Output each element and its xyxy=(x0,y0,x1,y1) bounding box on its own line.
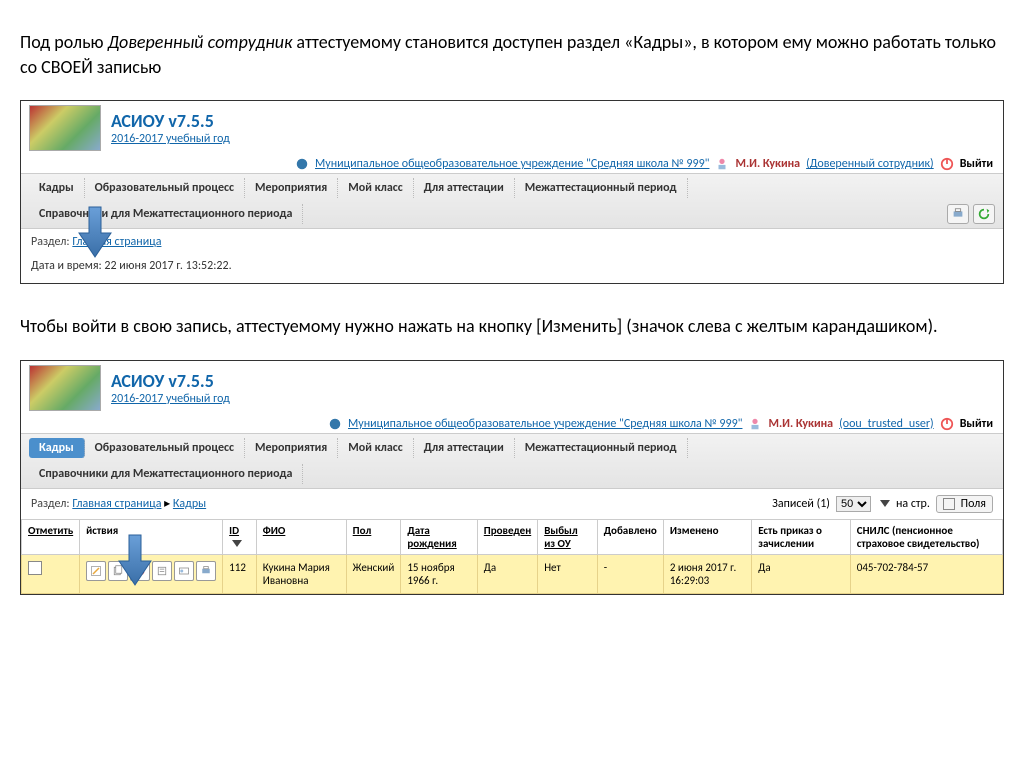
logout-icon-2 xyxy=(940,417,954,431)
menu-sprav-2[interactable]: Справочники для Межаттестационного перио… xyxy=(29,464,303,484)
view-icon[interactable] xyxy=(152,561,172,581)
logout-icon xyxy=(940,157,954,171)
app-year[interactable]: 2016-2017 учебный год xyxy=(111,132,230,146)
breadcrumb-kadry[interactable]: Кадры xyxy=(173,497,206,511)
cell-vyb: Нет xyxy=(538,554,598,593)
menu-kadry[interactable]: Кадры xyxy=(29,178,85,198)
cell-fio: Кукина Мария Ивановна xyxy=(256,554,346,593)
org-link[interactable]: Муниципальное общеобразовательное учрежд… xyxy=(315,157,709,171)
cell-check xyxy=(22,554,80,593)
intro-text-2: Чтобы войти в свою запись, аттестуемому … xyxy=(20,314,1004,339)
refresh-icon[interactable] xyxy=(973,204,995,224)
col-snils[interactable]: СНИЛС (пенсионное страховое свидетельств… xyxy=(850,519,1002,554)
app-year-2[interactable]: 2016-2017 учебный год xyxy=(111,392,230,406)
col-dobav[interactable]: Добавлено xyxy=(597,519,663,554)
menu-moyklass-2[interactable]: Мой класс xyxy=(338,438,413,458)
cell-snils: 045-702-784-57 xyxy=(850,554,1002,593)
dropdown-icon xyxy=(880,500,890,507)
col-fio[interactable]: ФИО xyxy=(256,519,346,554)
col-izm[interactable]: Изменено xyxy=(663,519,751,554)
menu-mezh-2[interactable]: Межаттестационный период xyxy=(515,438,688,458)
edit-icon[interactable] xyxy=(86,561,106,581)
breadcrumb-sep: ▸ xyxy=(164,497,173,511)
records-per-select[interactable]: 50 xyxy=(836,496,871,512)
grid-icon xyxy=(943,498,955,510)
cell-pol: Женский xyxy=(346,554,401,593)
user-name-2[interactable]: М.И. Кукина xyxy=(768,417,833,431)
menu-obr-2[interactable]: Образовательный процесс xyxy=(85,438,245,458)
menu-sprav[interactable]: Справочники для Межаттестационного перио… xyxy=(29,204,303,224)
menu-kadry-2[interactable]: Кадры xyxy=(29,438,85,458)
menu-moyklass[interactable]: Мой класс xyxy=(338,178,413,198)
col-dob[interactable]: Дата рождения xyxy=(401,519,477,554)
app-title: АСИОУ v7.5.5 xyxy=(111,110,230,132)
col-otmetit[interactable]: Отметить xyxy=(22,519,80,554)
cell-dobav: - xyxy=(597,554,663,593)
row-checkbox[interactable] xyxy=(28,561,42,575)
polya-button[interactable]: Поля xyxy=(936,495,993,513)
arrow-indicator-1 xyxy=(75,205,115,259)
breadcrumb-main-2[interactable]: Главная страница xyxy=(72,497,161,511)
menu-att[interactable]: Для аттестации xyxy=(414,178,515,198)
menu-mer[interactable]: Мероприятия xyxy=(245,178,338,198)
col-prikaz[interactable]: Есть приказ о зачислении xyxy=(752,519,851,554)
intro-text-1: Под ролью Доверенный сотрудник аттестуем… xyxy=(20,30,1004,80)
logout-link[interactable]: Выйти xyxy=(960,157,993,171)
logo-image-2 xyxy=(29,365,101,411)
org-icon xyxy=(295,157,309,171)
records-count: Записей (1) xyxy=(772,497,830,511)
cell-dob: 15 ноября 1966 г. xyxy=(401,554,477,593)
col-pol[interactable]: Пол xyxy=(346,519,401,554)
cell-id: 112 xyxy=(223,554,257,593)
data-table: Отметить йствия ID ФИО Пол Дата рождения… xyxy=(21,519,1003,594)
menubar-2: Кадры Образовательный процесс Мероприяти… xyxy=(21,433,1003,489)
table-row: 112 Кукина Мария Ивановна Женский 15 ноя… xyxy=(22,554,1003,593)
menu-att-2[interactable]: Для аттестации xyxy=(414,438,515,458)
section-label-2: Раздел: xyxy=(31,497,70,511)
cell-prov: Да xyxy=(477,554,537,593)
cell-prikaz: Да xyxy=(752,554,851,593)
user-icon xyxy=(715,157,729,171)
user-role-2[interactable]: (oou_trusted_user) xyxy=(839,417,934,431)
col-prov[interactable]: Проведен xyxy=(477,519,537,554)
col-vyb[interactable]: Выбыл из ОУ xyxy=(538,519,598,554)
user-row: Муниципальное общеобразовательное учрежд… xyxy=(21,155,1003,173)
app-title-2: АСИОУ v7.5.5 xyxy=(111,370,230,392)
user-row-2: Муниципальное общеобразовательное учрежд… xyxy=(21,415,1003,433)
section-row: Раздел: Главная страница xyxy=(21,229,1003,255)
user-role[interactable]: (Доверенный сотрудник) xyxy=(806,157,934,171)
app-header-2: АСИОУ v7.5.5 2016-2017 учебный год xyxy=(21,361,1003,415)
toolbar-icons xyxy=(947,204,995,224)
logout-link-2[interactable]: Выйти xyxy=(960,417,993,431)
app-window-1: АСИОУ v7.5.5 2016-2017 учебный год Муниц… xyxy=(20,100,1004,284)
polya-label: Поля xyxy=(961,497,986,511)
app-window-2: АСИОУ v7.5.5 2016-2017 учебный год Муниц… xyxy=(20,360,1004,595)
menu-mezh[interactable]: Межаттестационный период xyxy=(515,178,688,198)
records-controls: Записей (1) 50 на стр. Поля xyxy=(772,495,993,513)
datetime-row: Дата и время: 22 июня 2017 г. 13:52:22. xyxy=(21,255,1003,283)
col-id[interactable]: ID xyxy=(223,519,257,554)
org-icon-2 xyxy=(328,417,342,431)
records-nastr: на стр. xyxy=(896,497,930,511)
print-row-icon[interactable] xyxy=(196,561,216,581)
menu-mer-2[interactable]: Мероприятия xyxy=(245,438,338,458)
card-icon[interactable] xyxy=(174,561,194,581)
section-label: Раздел: xyxy=(31,235,70,249)
print-icon[interactable] xyxy=(947,204,969,224)
menu-obr[interactable]: Образовательный процесс xyxy=(85,178,245,198)
arrow-indicator-2 xyxy=(115,533,155,587)
intro-role: Доверенный сотрудник xyxy=(108,31,293,53)
org-link-2[interactable]: Муниципальное общеобразовательное учрежд… xyxy=(348,417,742,431)
sort-icon xyxy=(232,540,242,547)
section-row-2: Раздел: Главная страница ▸ Кадры Записей… xyxy=(21,489,1003,519)
intro-pre: Под ролью xyxy=(20,31,108,53)
app-header: АСИОУ v7.5.5 2016-2017 учебный год xyxy=(21,101,1003,155)
cell-izm: 2 июня 2017 г. 16:29:03 xyxy=(663,554,751,593)
user-icon-2 xyxy=(748,417,762,431)
menubar: Кадры Образовательный процесс Мероприяти… xyxy=(21,173,1003,229)
user-name[interactable]: М.И. Кукина xyxy=(735,157,800,171)
logo-image xyxy=(29,105,101,151)
